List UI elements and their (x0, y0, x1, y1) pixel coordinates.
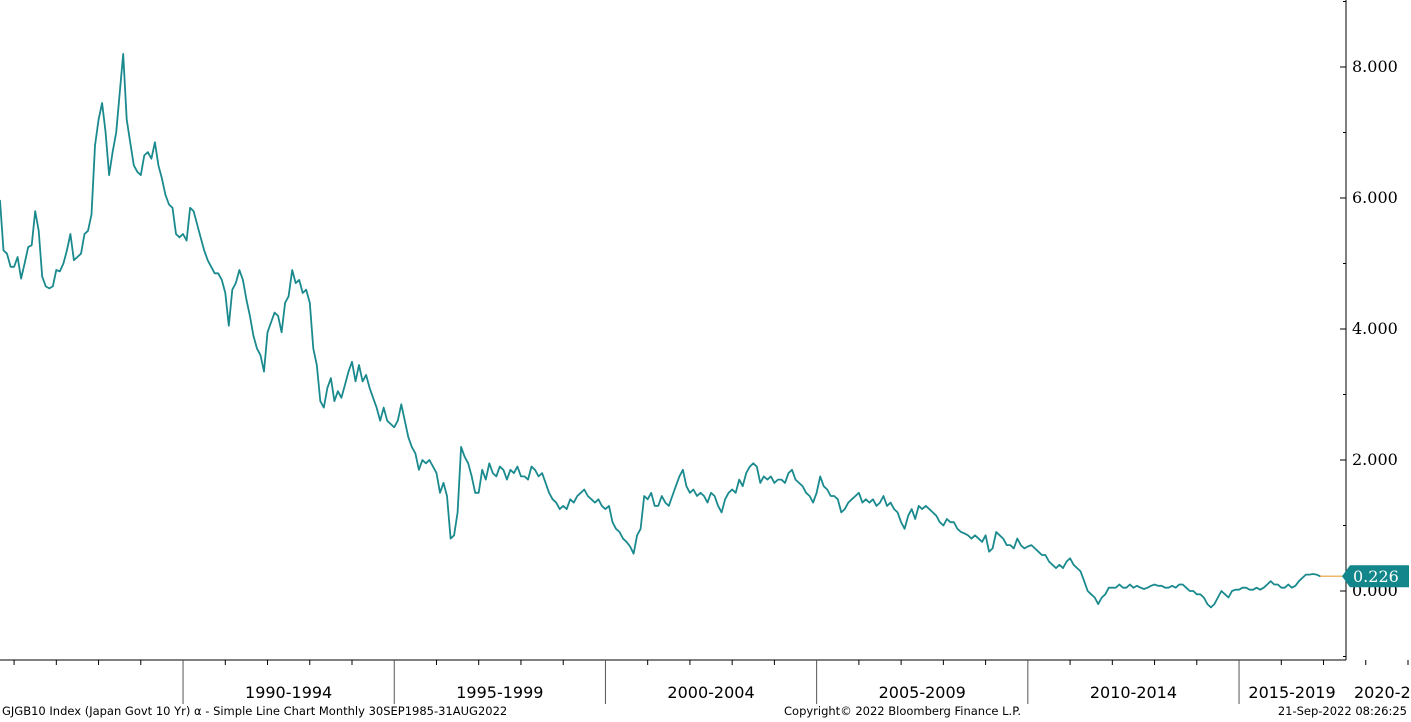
x-period-label: 2005-2009 (879, 683, 966, 702)
series-line-jgb-10y (0, 53, 1321, 609)
x-period-label: 2015-2019 (1248, 683, 1335, 702)
y-tick-label: 2.000 (1352, 450, 1398, 469)
x-period-label: 2010-2014 (1090, 683, 1177, 702)
x-axis-ticks (13, 660, 1409, 704)
footer-description: GJGB10 Index (Japan Govt 10 Yr) α - Simp… (2, 704, 508, 718)
x-period-label: 2020-2024 (1354, 683, 1411, 702)
x-period-label: 2000-2004 (667, 683, 754, 702)
x-period-label: 1990-1994 (245, 683, 332, 702)
footer-copyright: Copyright© 2022 Bloomberg Finance L.P. (784, 704, 1021, 718)
x-period-label: 1995-1999 (456, 683, 543, 702)
y-tick-label: 4.000 (1352, 319, 1398, 338)
y-tick-label: 8.000 (1352, 57, 1398, 76)
x-axis-period-labels: 1990-1994 1995-1999 2000-2004 2005-2009 2010… (245, 683, 1411, 702)
footer-timestamp: 21-Sep-2022 08:26:25 (1277, 704, 1407, 718)
last-value-tag: 0.226 (1342, 565, 1409, 588)
last-value-tag-background (1342, 565, 1409, 588)
y-tick-label: 6.000 (1352, 188, 1398, 207)
chart-axes (0, 0, 1347, 661)
last-value-label: 0.226 (1353, 567, 1399, 586)
